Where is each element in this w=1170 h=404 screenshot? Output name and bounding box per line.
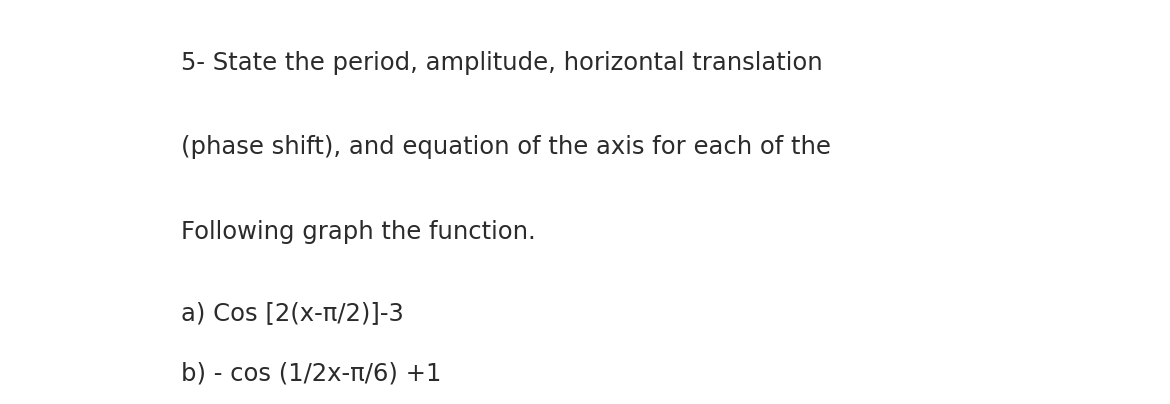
Text: (phase shift), and equation of the axis for each of the: (phase shift), and equation of the axis … — [181, 135, 831, 160]
Text: Following graph the function.: Following graph the function. — [181, 220, 536, 244]
Text: a) Cos [2(x-π/2)]-3: a) Cos [2(x-π/2)]-3 — [181, 301, 404, 325]
Text: 5- State the period, amplitude, horizontal translation: 5- State the period, amplitude, horizont… — [181, 50, 823, 75]
Text: b) - cos (1/2x-π/6) +1: b) - cos (1/2x-π/6) +1 — [181, 362, 442, 386]
